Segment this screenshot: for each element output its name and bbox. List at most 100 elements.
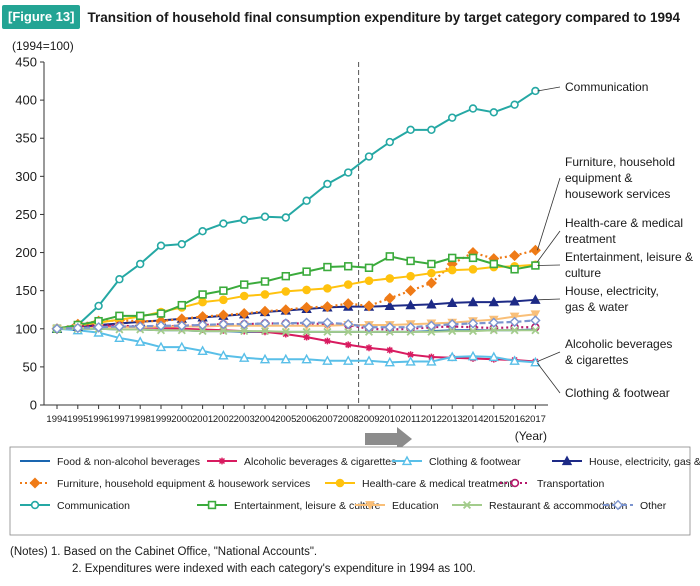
data-point bbox=[303, 333, 310, 341]
data-point bbox=[302, 327, 311, 336]
data-point bbox=[448, 113, 457, 122]
x-tick-label: 2014 bbox=[462, 414, 483, 425]
data-point bbox=[219, 219, 228, 228]
series-line bbox=[56, 249, 536, 330]
data-point bbox=[468, 265, 478, 274]
data-point bbox=[302, 267, 311, 276]
y-tick-label: 250 bbox=[15, 207, 37, 222]
data-point bbox=[218, 319, 229, 330]
data-point bbox=[489, 326, 498, 335]
legend-item: Alcoholic beverages & cigarettes bbox=[207, 456, 396, 468]
data-point bbox=[323, 179, 332, 189]
data-point bbox=[426, 356, 437, 366]
legend-swatch-marker bbox=[401, 455, 413, 466]
data-point bbox=[385, 252, 394, 261]
figure-header: [Figure 13] Transition of household fina… bbox=[2, 4, 698, 30]
data-point bbox=[530, 315, 541, 326]
x-tick-label: 1998 bbox=[130, 414, 151, 425]
data-point bbox=[177, 239, 187, 249]
legend-item: Transportation bbox=[500, 478, 604, 490]
leader-line bbox=[537, 264, 561, 266]
right-label: Communication bbox=[565, 80, 648, 94]
data-point bbox=[447, 319, 458, 330]
data-point bbox=[426, 298, 437, 309]
x-tick-label: 1995 bbox=[67, 414, 88, 425]
data-point bbox=[448, 327, 457, 336]
y-tick-label: 100 bbox=[15, 321, 37, 336]
data-point bbox=[239, 291, 249, 301]
legend-item: Clothing & footwear bbox=[392, 455, 521, 468]
data-point bbox=[260, 290, 270, 299]
figure-title: Transition of household final consumptio… bbox=[87, 9, 681, 25]
data-point bbox=[155, 320, 167, 331]
legend-label: Restaurant & accommodation bbox=[489, 500, 627, 512]
data-point bbox=[363, 355, 375, 365]
data-point bbox=[344, 341, 352, 349]
data-point bbox=[239, 352, 250, 362]
legend-item: Other bbox=[603, 499, 667, 512]
leader-line bbox=[537, 86, 561, 92]
data-point bbox=[427, 268, 436, 278]
data-point bbox=[94, 301, 103, 311]
x-tick-label: 2004 bbox=[254, 414, 275, 425]
data-point bbox=[219, 286, 228, 295]
data-point bbox=[365, 344, 373, 352]
note-line-1: (Notes) 1. Based on the Cabinet Office, … bbox=[10, 546, 318, 558]
data-point bbox=[259, 305, 271, 317]
data-point bbox=[344, 168, 353, 177]
data-point bbox=[384, 322, 395, 333]
data-point bbox=[509, 316, 520, 328]
right-label: gas & water bbox=[565, 300, 628, 314]
data-point bbox=[447, 351, 458, 362]
legend-swatch-marker bbox=[218, 457, 226, 465]
data-point bbox=[51, 323, 63, 334]
data-point bbox=[405, 299, 416, 310]
data-point bbox=[447, 253, 457, 263]
data-point bbox=[239, 319, 250, 330]
x-tick-label: 2000 bbox=[171, 414, 192, 425]
data-point bbox=[280, 304, 292, 316]
data-point bbox=[488, 351, 499, 362]
y-tick-label: 0 bbox=[30, 398, 37, 413]
data-point bbox=[384, 300, 395, 311]
data-point bbox=[197, 345, 208, 355]
right-label: Alcoholic beverages bbox=[565, 337, 672, 351]
legend-item: Food & non-alcohol beverages bbox=[20, 456, 200, 468]
data-point bbox=[324, 337, 331, 345]
data-point bbox=[407, 351, 414, 359]
data-point bbox=[218, 349, 229, 360]
y-tick-label: 450 bbox=[15, 55, 37, 70]
x-tick-label: 2003 bbox=[234, 414, 255, 425]
right-label: Health-care & medical bbox=[565, 216, 683, 230]
leader-line bbox=[537, 177, 561, 251]
legend-swatch-marker bbox=[365, 501, 375, 511]
data-point bbox=[530, 310, 541, 320]
series-line bbox=[56, 90, 536, 330]
y-tick-label: 150 bbox=[15, 283, 37, 298]
leader-line bbox=[537, 298, 561, 301]
data-point bbox=[510, 326, 519, 335]
data-point bbox=[280, 353, 291, 364]
data-point bbox=[489, 259, 498, 269]
data-point bbox=[363, 300, 375, 312]
data-point bbox=[156, 309, 166, 318]
x-tick-label: 2010 bbox=[379, 414, 400, 425]
data-point bbox=[280, 318, 291, 329]
right-label: House, electricity, bbox=[565, 284, 659, 298]
data-point bbox=[259, 353, 271, 364]
x-tick-label: 2002 bbox=[213, 414, 234, 425]
data-point bbox=[219, 295, 228, 305]
legend-swatch-marker bbox=[207, 500, 217, 510]
data-point bbox=[447, 265, 457, 275]
data-point bbox=[260, 212, 270, 221]
data-point bbox=[427, 327, 436, 336]
data-point bbox=[405, 285, 417, 297]
legend-label: Transportation bbox=[537, 478, 604, 490]
data-point bbox=[115, 311, 124, 321]
data-point bbox=[198, 297, 207, 307]
data-point bbox=[198, 327, 207, 336]
legend-item: Entertainment, leisure & culture bbox=[197, 500, 381, 512]
data-point bbox=[281, 327, 290, 336]
legend-label: Furniture, household equipment & housewo… bbox=[57, 478, 310, 490]
data-point bbox=[384, 356, 395, 367]
